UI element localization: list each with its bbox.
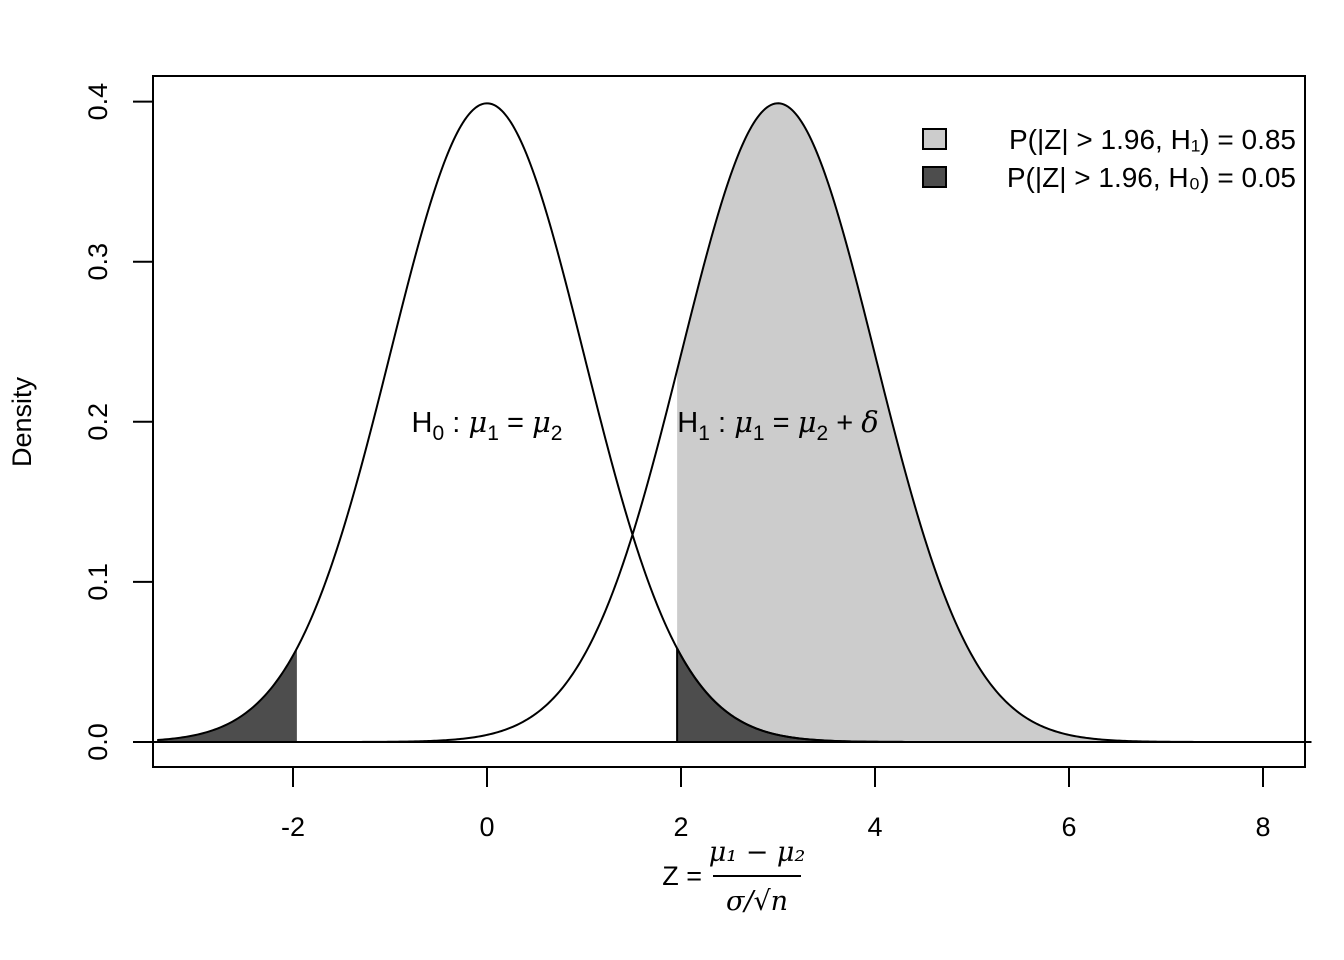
- y-tick-label: 0.1: [83, 563, 113, 601]
- hypothesis-labels: H0 : μ1 = μ2 H1 : μ1 = μ2 + δ: [412, 405, 879, 445]
- legend: P(|Z| > 1.96, H₁) = 0.85 P(|Z| > 1.96, H₀…: [922, 124, 1296, 193]
- x-axis-title-denominator: σ/√n: [726, 886, 788, 917]
- legend-label: P(|Z| > 1.96, H₁) = 0.85: [1009, 124, 1296, 155]
- density-curves: [153, 102, 1312, 743]
- x-tick-label: 4: [867, 812, 882, 842]
- x-tick-label: 2: [673, 812, 688, 842]
- legend-label: P(|Z| > 1.96, H₀) = 0.05: [1007, 162, 1296, 193]
- x-axis-title-prefix: Z =: [662, 861, 702, 891]
- x-axis-title-numerator: μ₁ − μ₂: [709, 837, 806, 868]
- legend-swatch: [922, 166, 947, 188]
- y-axis: 0.0 0.1 0.2 0.3 0.4: [83, 83, 154, 761]
- y-axis-title: Density: [7, 376, 37, 467]
- h0-annotation: H0 : μ1 = μ2: [412, 405, 563, 445]
- power-area: [677, 103, 1312, 742]
- x-axis: -2 0 2 4 6 8: [281, 766, 1271, 842]
- x-tick-label: 8: [1255, 812, 1270, 842]
- x-axis-title: Z = μ₁ − μ₂ σ/√n: [662, 837, 805, 917]
- y-tick-label: 0.3: [83, 243, 113, 281]
- x-tick-label: -2: [281, 812, 305, 842]
- h1-annotation: H1 : μ1 = μ2 + δ: [677, 405, 879, 445]
- legend-swatch: [922, 128, 947, 150]
- y-tick-label: 0.2: [83, 403, 113, 441]
- x-tick-label: 6: [1061, 812, 1076, 842]
- alpha-area-left: [157, 648, 297, 742]
- x-tick-label: 0: [479, 812, 494, 842]
- y-tick-label: 0.0: [83, 723, 113, 761]
- y-tick-label: 0.4: [83, 83, 113, 121]
